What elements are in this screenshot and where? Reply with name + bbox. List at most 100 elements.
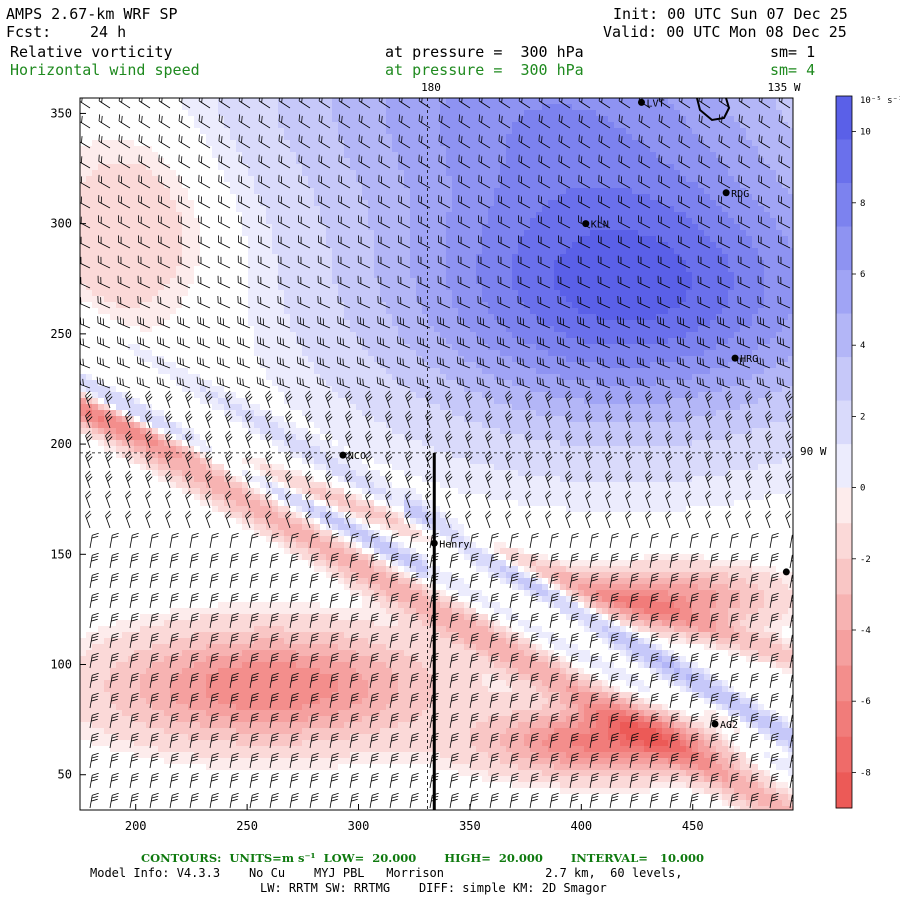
vorticity-cell <box>290 794 297 801</box>
vorticity-cell <box>242 362 249 369</box>
vorticity-cell <box>296 764 303 771</box>
vorticity-cell <box>254 590 261 597</box>
vorticity-cell <box>194 272 201 279</box>
vorticity-cell <box>116 266 123 273</box>
vorticity-cell <box>200 608 207 615</box>
vorticity-cell <box>158 404 165 411</box>
vorticity-cell <box>140 728 147 735</box>
vorticity-cell <box>92 326 99 333</box>
vorticity-cell <box>302 698 309 705</box>
vorticity-cell <box>296 596 303 603</box>
vorticity-cell <box>248 182 255 189</box>
vorticity-cell <box>230 440 237 447</box>
vorticity-cell <box>236 782 243 789</box>
vorticity-cell <box>260 620 267 627</box>
vorticity-cell <box>326 170 333 177</box>
vorticity-cell <box>206 746 213 753</box>
vorticity-cell <box>278 584 285 591</box>
vorticity-cell <box>110 404 117 411</box>
vorticity-cell <box>122 746 129 753</box>
vorticity-cell <box>98 734 105 741</box>
vorticity-cell <box>152 98 159 105</box>
vorticity-cell <box>80 512 87 519</box>
vorticity-cell <box>320 800 327 807</box>
vorticity-cell <box>134 764 141 771</box>
vorticity-cell <box>152 656 159 663</box>
vorticity-cell <box>110 554 117 561</box>
vorticity-cell <box>266 200 273 207</box>
vorticity-cell <box>122 806 129 810</box>
vorticity-cell <box>176 182 183 189</box>
vorticity-cell <box>266 776 273 783</box>
vorticity-cell <box>146 212 153 219</box>
vorticity-cell <box>140 788 147 795</box>
vorticity-cell <box>104 140 111 147</box>
vorticity-cell <box>92 464 99 471</box>
vorticity-cell <box>230 488 237 495</box>
vorticity-cell <box>242 158 249 165</box>
vorticity-cell <box>86 266 93 273</box>
vorticity-cell <box>218 638 225 645</box>
vorticity-cell <box>140 686 147 693</box>
vorticity-cell <box>104 176 111 183</box>
vorticity-cell <box>140 680 147 687</box>
vorticity-cell <box>218 242 225 249</box>
vorticity-cell <box>278 500 285 507</box>
vorticity-cell <box>122 170 129 177</box>
vorticity-cell <box>200 140 207 147</box>
vorticity-cell <box>236 488 243 495</box>
vorticity-cell <box>320 674 327 681</box>
vorticity-cell <box>104 800 111 807</box>
vorticity-cell <box>188 386 195 393</box>
vorticity-cell <box>266 620 273 627</box>
vorticity-cell <box>98 656 105 663</box>
vorticity-cell <box>326 542 333 549</box>
vorticity-cell <box>170 590 177 597</box>
vorticity-cell <box>80 428 87 435</box>
vorticity-cell <box>224 770 231 777</box>
vorticity-cell <box>314 758 321 765</box>
vorticity-cell <box>152 326 159 333</box>
vorticity-cell <box>254 692 261 699</box>
vorticity-cell <box>110 590 117 597</box>
vorticity-cell <box>236 110 243 117</box>
vorticity-cell <box>296 392 303 399</box>
vorticity-cell <box>152 722 159 729</box>
vorticity-cell <box>314 746 321 753</box>
vorticity-cell <box>122 146 129 153</box>
vorticity-cell <box>314 692 321 699</box>
vorticity-cell <box>164 800 171 807</box>
vorticity-cell <box>290 110 297 117</box>
vorticity-cell <box>290 788 297 795</box>
vorticity-cell <box>110 548 117 555</box>
vorticity-cell <box>206 260 213 267</box>
vorticity-cell <box>326 302 333 309</box>
vorticity-cell <box>80 248 87 255</box>
vorticity-cell <box>170 536 177 543</box>
vorticity-cell <box>200 206 207 213</box>
vorticity-cell <box>248 662 255 669</box>
vorticity-cell <box>200 536 207 543</box>
vorticity-cell <box>314 806 321 810</box>
vorticity-cell <box>194 446 201 453</box>
vorticity-cell <box>176 776 183 783</box>
vorticity-cell <box>188 350 195 357</box>
vorticity-cell <box>278 212 285 219</box>
vorticity-cell <box>218 644 225 651</box>
vorticity-cell <box>188 464 195 471</box>
vorticity-cell <box>80 746 87 753</box>
vorticity-cell <box>284 626 291 633</box>
vorticity-cell <box>188 218 195 225</box>
vorticity-cell <box>242 734 249 741</box>
vorticity-cell <box>128 542 135 549</box>
vorticity-cell <box>308 362 315 369</box>
vorticity-cell <box>260 158 267 165</box>
vorticity-cell <box>110 638 117 645</box>
vorticity-cell <box>314 188 321 195</box>
vorticity-cell <box>200 506 207 513</box>
vorticity-cell <box>104 200 111 207</box>
vorticity-cell <box>194 704 201 711</box>
vorticity-cell <box>122 392 129 399</box>
vorticity-cell <box>86 326 93 333</box>
vorticity-cell <box>122 140 129 147</box>
